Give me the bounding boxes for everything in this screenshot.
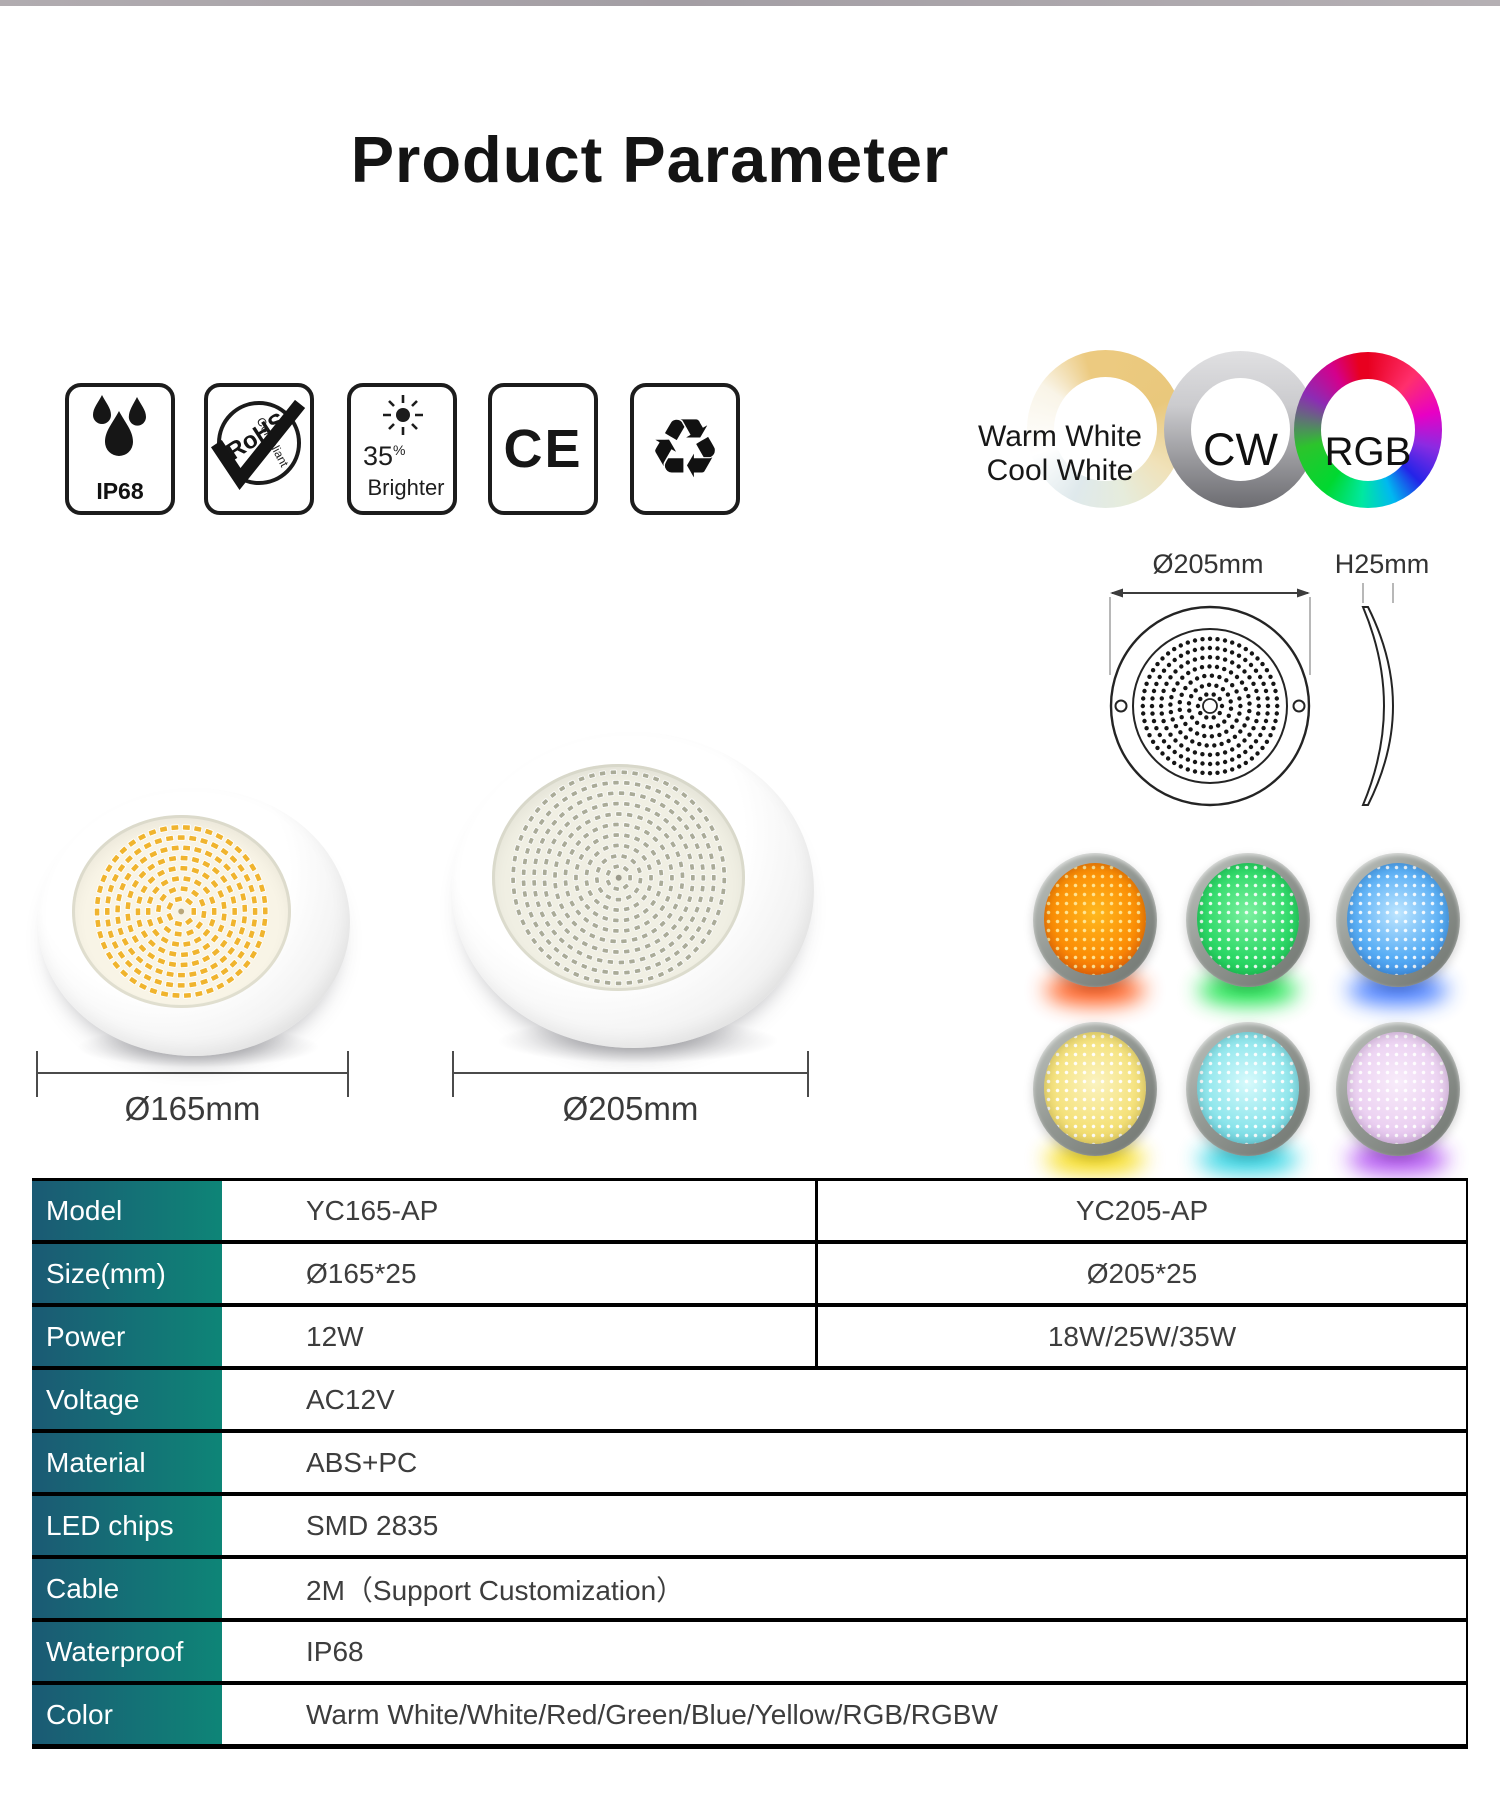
spec-voltage: AC12V xyxy=(222,1370,1466,1429)
rgb-ring xyxy=(1294,352,1442,508)
rgb-label: RGB xyxy=(1324,430,1412,474)
spec-label-material: Material xyxy=(32,1433,222,1492)
warm-cool-white-ring xyxy=(1027,350,1184,508)
spec-label-size: Size(mm) xyxy=(32,1244,222,1303)
spec-label-waterproof: Waterproof xyxy=(32,1622,222,1681)
table-row-color: Color Warm White/White/Red/Green/Blue/Ye… xyxy=(32,1685,1466,1749)
spec-led-chips: SMD 2835 xyxy=(222,1496,1466,1555)
spec-cable: 2M（Support Customization） xyxy=(222,1559,1466,1618)
table-row-size: Size(mm) Ø165*25 Ø205*25 xyxy=(32,1244,1466,1307)
led-dot-rings xyxy=(1140,636,1280,776)
pool-light-165 xyxy=(38,788,350,1056)
warm-cool-caption: Warm White Cool White xyxy=(978,420,1142,487)
spec-color: Warm White/White/Red/Green/Blue/Yellow/R… xyxy=(222,1685,1466,1744)
pool-light-205 xyxy=(452,732,814,1048)
table-row-material: Material ABS+PC xyxy=(32,1433,1466,1496)
spec-label-cable: Cable xyxy=(32,1559,222,1618)
diagram-diameter-label: Ø205mm xyxy=(1152,549,1263,579)
diagram-height-label: H25mm xyxy=(1335,549,1430,579)
table-row-model: Model YC165-AP YC205-AP xyxy=(32,1181,1466,1244)
brighter-label: Brighter xyxy=(367,475,445,500)
spec-label-power: Power xyxy=(32,1307,222,1366)
spec-model-205: YC205-AP xyxy=(818,1181,1466,1240)
spec-model-165: YC165-AP xyxy=(222,1181,818,1240)
table-row-power: Power 12W 18W/25W/35W xyxy=(32,1307,1466,1370)
table-row-led-chips: LED chips SMD 2835 xyxy=(32,1496,1466,1559)
top-edge-strip xyxy=(0,0,1500,6)
led-face-warm xyxy=(72,814,291,1008)
led-face-neutral xyxy=(491,763,746,992)
spec-label-color: Color xyxy=(32,1685,222,1744)
ip68-label: IP68 xyxy=(96,478,144,504)
spec-power-165: 12W xyxy=(222,1307,818,1366)
spec-label-model: Model xyxy=(32,1181,222,1240)
badge-ce: CE xyxy=(488,383,598,515)
dim-line-205 xyxy=(452,1051,809,1097)
spec-waterproof: IP68 xyxy=(222,1622,1466,1681)
table-row-cable: Cable 2M（Support Customization） xyxy=(32,1559,1466,1622)
spec-material: ABS+PC xyxy=(222,1433,1466,1492)
page-title: Product Parameter xyxy=(350,123,950,196)
recycle-icon: ♻ xyxy=(648,403,722,495)
spec-size-165: Ø165*25 xyxy=(222,1244,818,1303)
badge-ip68: IP68 xyxy=(65,383,175,515)
variant-orange xyxy=(1033,853,1157,1005)
brighter-value: 35% xyxy=(363,441,406,471)
check-icon xyxy=(210,399,306,491)
cool-white-ring xyxy=(1164,351,1317,508)
table-row-waterproof: Waterproof IP68 xyxy=(32,1622,1466,1685)
spec-size-205: Ø205*25 xyxy=(818,1244,1466,1303)
badge-recycle: ♻ xyxy=(630,383,740,515)
spec-label-voltage: Voltage xyxy=(32,1370,222,1429)
badge-rohs: RoHS Compliant xyxy=(204,383,314,515)
variant-cyan xyxy=(1186,1022,1310,1174)
side-profile xyxy=(1361,606,1395,806)
ce-mark: CE xyxy=(503,419,583,479)
spec-label-led-chips: LED chips xyxy=(32,1496,222,1555)
variant-blue xyxy=(1336,853,1460,1005)
dim-label-205: Ø205mm xyxy=(562,1090,699,1127)
cw-label: CW xyxy=(1203,424,1278,475)
variant-green xyxy=(1186,853,1310,1005)
size-diagram: Ø205mm H25mm xyxy=(1109,549,1430,807)
spec-power-205: 18W/25W/35W xyxy=(818,1307,1466,1366)
dim-line-165 xyxy=(36,1051,349,1097)
sun-icon xyxy=(383,395,423,435)
rohs-icon: RoHS Compliant xyxy=(208,387,310,511)
variant-purple xyxy=(1336,1022,1460,1174)
variant-yellow xyxy=(1033,1022,1157,1174)
spec-table: Model YC165-AP YC205-AP Size(mm) Ø165*25… xyxy=(32,1178,1468,1749)
dim-label-165: Ø165mm xyxy=(124,1090,261,1127)
badge-35-brighter: 35% Brighter xyxy=(347,383,457,515)
water-drops-icon xyxy=(93,395,146,456)
table-row-voltage: Voltage AC12V xyxy=(32,1370,1466,1433)
